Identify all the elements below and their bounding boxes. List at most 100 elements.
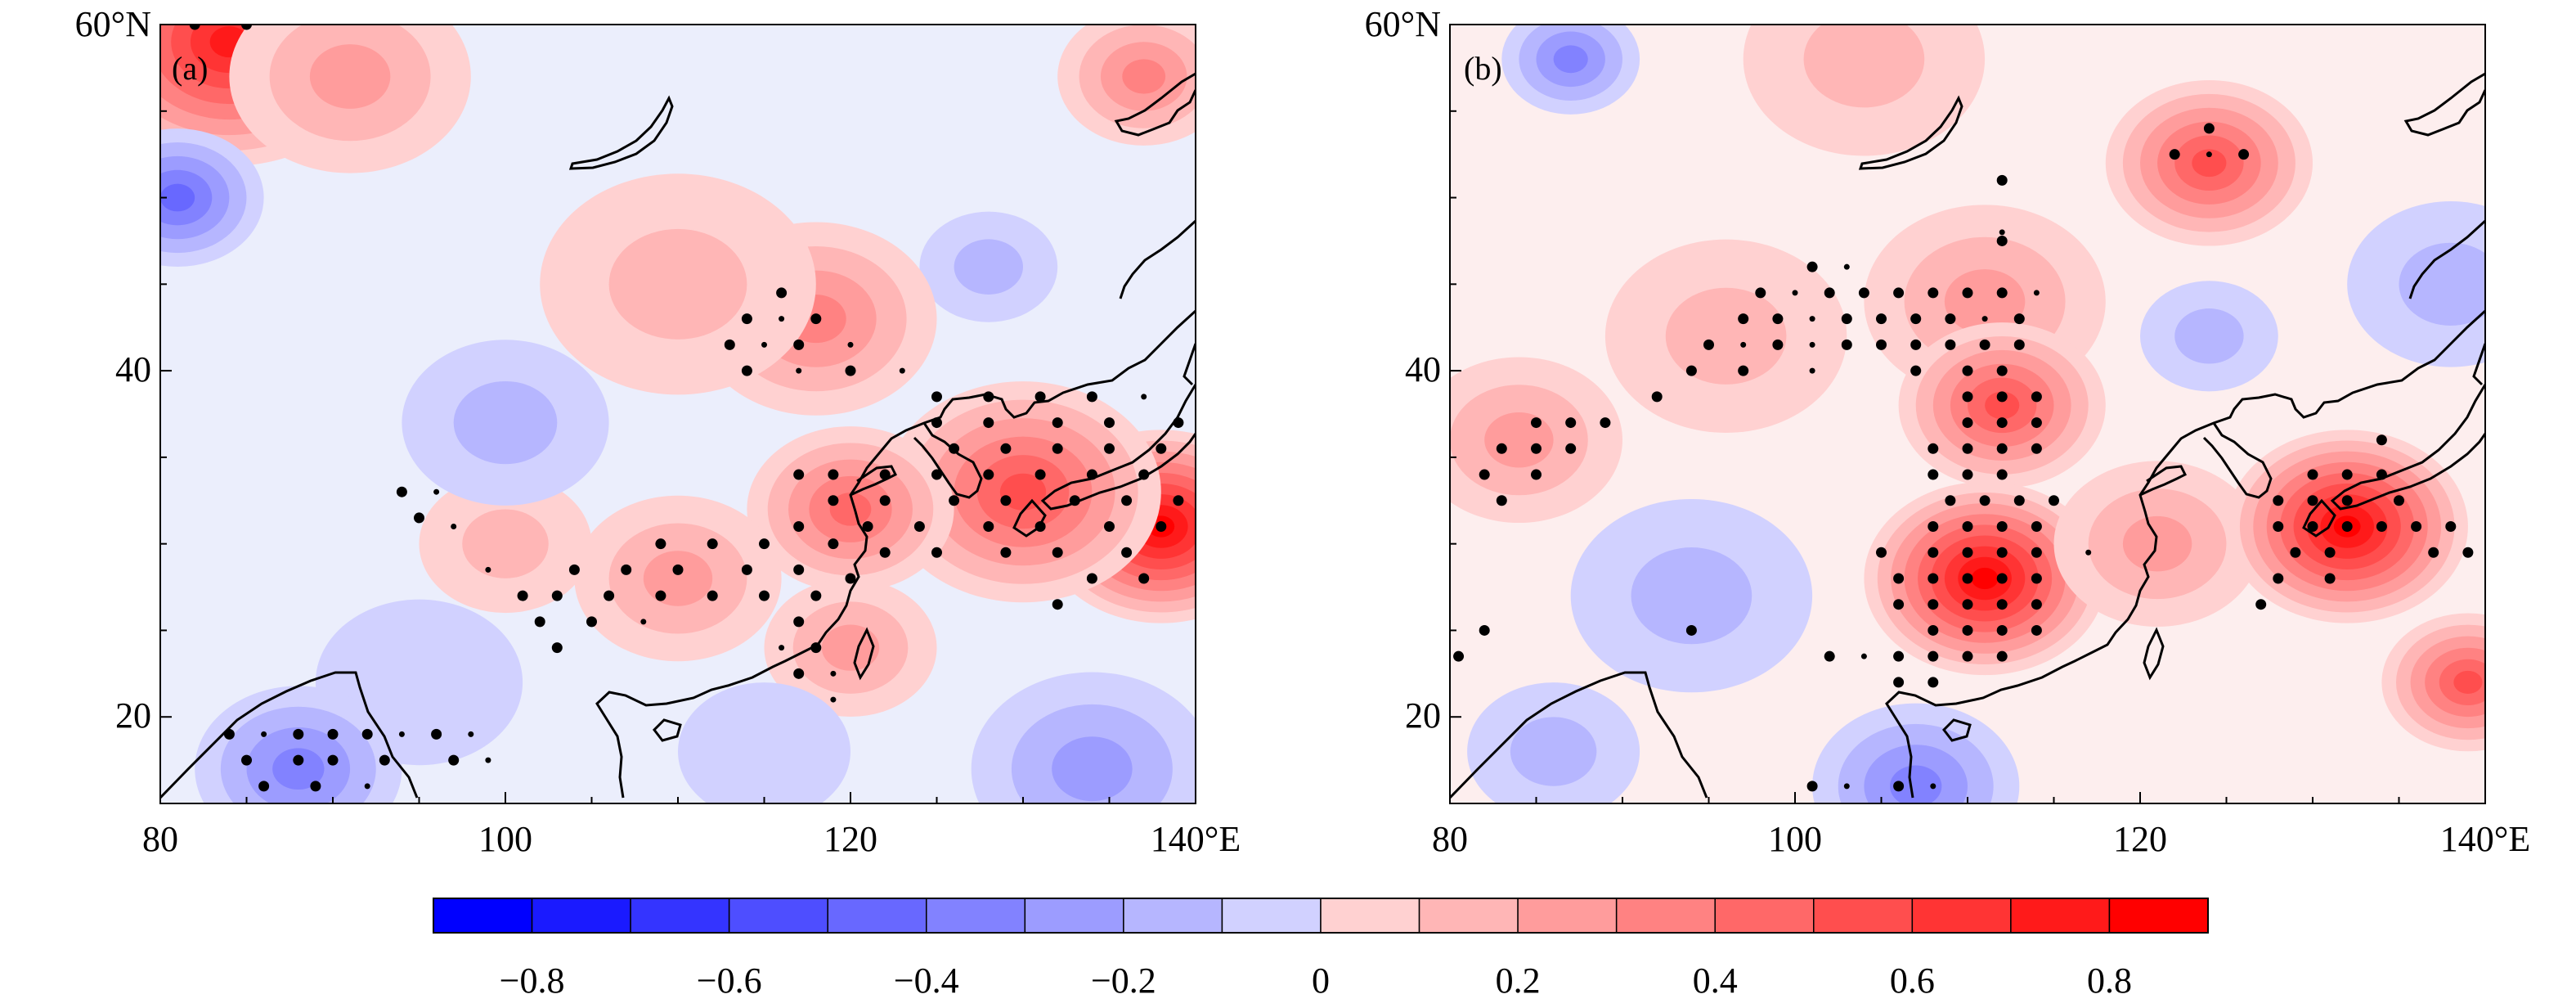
significance-dot — [2411, 521, 2422, 533]
significance-dot — [1876, 313, 1887, 325]
colorbar-swatch — [1418, 898, 1519, 934]
panel-b-ytick-60: 60°N — [1365, 4, 1441, 44]
significance-dot — [1772, 313, 1784, 325]
significance-dot — [1841, 339, 1852, 350]
significance-dot — [2013, 313, 2025, 325]
coastline-east-asia — [595, 309, 1196, 799]
significance-dot — [879, 469, 891, 480]
colorbar-swatch — [1024, 898, 1124, 934]
significance-dot — [2255, 599, 2267, 610]
significance-dot — [1841, 313, 1852, 325]
significance-dot — [293, 754, 304, 766]
lake-baikal — [568, 95, 674, 170]
significance-dot — [931, 391, 942, 403]
significance-dot — [1910, 313, 1922, 325]
significance-dot — [759, 590, 770, 601]
significance-dot — [1996, 174, 2008, 186]
significance-dot — [862, 521, 873, 533]
significance-dot — [1962, 650, 1973, 662]
significance-dot — [793, 564, 805, 575]
significance-dot — [796, 367, 802, 374]
coastline-japan — [1040, 384, 1196, 511]
significance-dot — [1979, 339, 1990, 350]
colorbar-swatch — [1813, 898, 1914, 934]
significance-dot — [586, 616, 597, 628]
significance-dot — [1496, 495, 1507, 506]
significance-dot — [1928, 677, 1939, 688]
significance-dot — [2013, 495, 2025, 506]
significance-dot — [779, 645, 785, 651]
significance-dot — [2324, 547, 2336, 558]
significance-dot — [1531, 469, 1542, 480]
colorbar: −0.8 −0.6 −0.4 −0.2 0 0.2 0.4 0.6 0.8 — [433, 898, 2209, 1001]
colorbar-labels: −0.8 −0.6 −0.4 −0.2 0 0.2 0.4 0.6 0.8 — [500, 961, 2132, 1001]
significance-dot — [1996, 365, 2008, 376]
significance-dot — [2085, 549, 2092, 556]
significance-dot — [1928, 443, 1939, 454]
significance-dot — [2031, 573, 2042, 584]
panel-b-xtick-100: 100 — [1768, 819, 1822, 859]
significance-dot — [2031, 624, 2042, 636]
significance-dot — [223, 728, 235, 740]
significance-dot — [2273, 495, 2284, 506]
significance-dot — [1962, 573, 1973, 584]
significance-dot — [1086, 573, 1097, 584]
significance-dot — [830, 670, 837, 677]
significance-dot — [604, 590, 615, 601]
significance-dot — [931, 547, 942, 558]
significance-dot — [1996, 650, 2008, 662]
significance-dot — [793, 469, 805, 480]
significance-dot — [707, 538, 718, 550]
significance-dot — [1121, 547, 1133, 558]
significance-dot — [1738, 313, 1749, 325]
significance-dot — [241, 25, 252, 30]
significance-dot — [931, 417, 942, 429]
coastline-indochina — [1450, 671, 1708, 799]
significance-dot — [2203, 123, 2215, 134]
significance-dot — [1928, 624, 1939, 636]
panel-b-xtick-140: 140°E — [2440, 819, 2530, 859]
significance-dot — [830, 696, 837, 703]
significance-dot — [189, 25, 200, 30]
significance-dot — [847, 341, 854, 348]
significance-dot — [1996, 443, 2008, 454]
significance-dot — [1910, 365, 1922, 376]
significance-dot — [1740, 341, 1747, 348]
significance-dot — [1086, 391, 1097, 403]
colorbar-swatch — [1517, 898, 1618, 934]
significance-dot — [2031, 391, 2042, 403]
significance-dot — [983, 391, 994, 403]
colorbar-swatch — [1320, 898, 1420, 934]
coastline-okhotsk — [2408, 219, 2485, 299]
colorbar-swatch — [2108, 898, 2209, 934]
significance-dot — [1138, 573, 1150, 584]
significance-dot — [261, 731, 267, 737]
panel-b-xtick-120: 120 — [2113, 819, 2167, 859]
significance-dot — [1843, 783, 1850, 790]
significance-dot — [1996, 391, 2008, 403]
colorbar-swatch — [531, 898, 631, 934]
significance-dot — [414, 512, 424, 524]
significance-dot — [1962, 287, 1973, 299]
significance-dot — [621, 564, 632, 575]
significance-dot — [1981, 316, 1988, 322]
significance-dot — [398, 731, 405, 737]
anomaly-contour — [678, 682, 850, 803]
significance-dot — [1000, 495, 1012, 506]
significance-dot — [1104, 443, 1115, 454]
significance-dot — [1893, 573, 1905, 584]
significance-dot — [1962, 365, 1973, 376]
significance-dot — [828, 538, 839, 550]
panel-b: (b) 60°N 40 20 80 100 120 140°E — [1365, 4, 2531, 859]
significance-dot — [2376, 521, 2387, 533]
significance-dot — [724, 339, 735, 350]
significance-dot — [931, 469, 942, 480]
significance-dot — [672, 564, 684, 575]
significance-dot — [828, 469, 839, 480]
significance-dot — [2307, 495, 2318, 506]
significance-dot — [2307, 521, 2318, 533]
coastline-sakhalin — [1114, 72, 1196, 137]
significance-dot — [1876, 547, 1887, 558]
significance-dot — [810, 642, 822, 654]
significance-dot — [2273, 573, 2284, 584]
